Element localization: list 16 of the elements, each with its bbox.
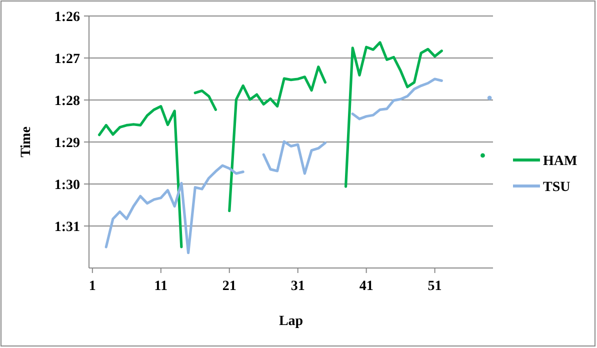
- x-tick-label: 41: [359, 279, 374, 294]
- x-tick-label: 1: [88, 279, 96, 294]
- y-axis-title: Time: [19, 126, 34, 158]
- x-tick-label: 31: [290, 279, 305, 294]
- x-axis-title: Lap: [278, 314, 304, 329]
- y-tick-label: 1:27: [54, 52, 80, 67]
- y-tick-label: 1:26: [54, 10, 80, 25]
- x-tick-label: 11: [154, 279, 168, 294]
- y-tick-label: 1:30: [54, 178, 80, 193]
- y-tick-label: 1:28: [54, 94, 80, 109]
- legend-label: HAM: [543, 154, 578, 169]
- y-tick-label: 1:29: [54, 136, 80, 151]
- legend-label: TSU: [543, 180, 570, 195]
- y-tick-label: 1:31: [54, 220, 80, 235]
- x-tick-label: 51: [428, 279, 442, 294]
- x-tick-label: 21: [222, 279, 236, 294]
